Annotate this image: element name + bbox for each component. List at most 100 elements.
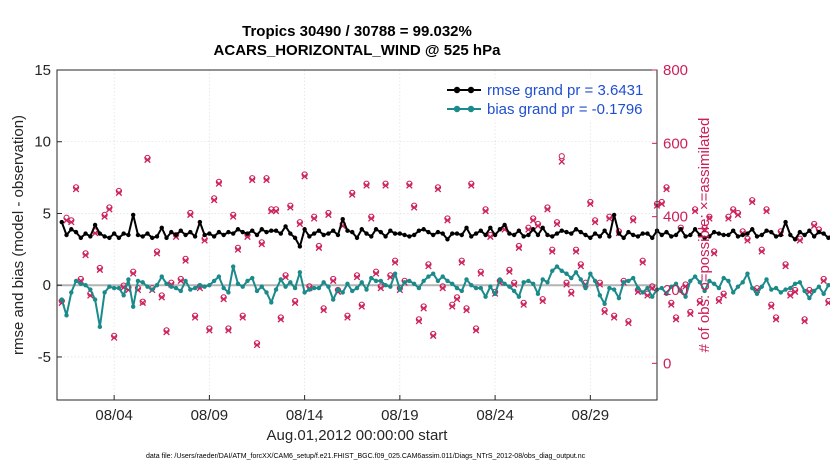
obs-assimilated-point	[358, 303, 366, 310]
x-tick-label: 08/09	[191, 407, 229, 424]
rmse-point	[583, 232, 588, 238]
rmse-point	[530, 227, 536, 232]
bias-point	[711, 281, 717, 286]
rmse-point	[426, 229, 431, 235]
obs-assimilated-point	[791, 288, 799, 296]
bias-point	[521, 280, 526, 285]
obs-assimilated-point	[563, 281, 570, 288]
rmse-point	[383, 234, 388, 239]
bias-point	[450, 281, 455, 286]
x-tick-label: 08/24	[476, 407, 514, 424]
obs-assimilated-point	[801, 317, 808, 325]
obs-assimilated-point	[382, 182, 389, 189]
rmse-point	[316, 228, 322, 233]
legend-box	[440, 78, 652, 120]
bias-point	[169, 284, 174, 289]
y2-tick-label: 0	[663, 355, 671, 372]
obs-assimilated-point	[82, 251, 89, 259]
bias-point	[702, 288, 707, 294]
obs-assimilated-point	[372, 270, 380, 277]
rmse-point	[364, 231, 369, 236]
bias-point	[130, 304, 136, 309]
obs-assimilated-point	[544, 206, 551, 213]
rmse-point	[254, 232, 260, 238]
obs-assimilated-point	[734, 211, 742, 219]
obs-assimilated-point	[768, 303, 775, 310]
bias-point	[773, 285, 779, 291]
obs-assimilated-point	[782, 262, 789, 270]
bias-point	[216, 274, 222, 279]
bias-point	[78, 281, 84, 286]
obs-assimilated-point	[772, 316, 780, 323]
rmse-point	[607, 234, 612, 239]
bias-point	[688, 278, 693, 284]
obs-assimilated-point	[577, 262, 585, 270]
obs-assimilated-point	[672, 316, 680, 323]
obs-assimilated-point	[344, 314, 351, 321]
obs-assimilated-point	[282, 273, 289, 281]
x-axis-label: Aug.01,2012 00:00:00 start	[267, 427, 449, 444]
rmse-point	[88, 234, 93, 239]
bias-point	[230, 264, 236, 269]
obs-assimilated-point	[115, 189, 123, 197]
obs-assimilated-point	[468, 182, 475, 189]
obs-assimilated-point	[515, 244, 523, 252]
obs-assimilated-point	[596, 281, 604, 288]
rmse-point	[669, 234, 674, 239]
obs-assimilated-point	[191, 314, 199, 321]
bias-point	[107, 284, 112, 289]
bias-point	[507, 284, 512, 289]
rmse-point	[150, 235, 155, 241]
rmse-point	[502, 222, 507, 228]
obs-assimilated-point	[572, 248, 580, 255]
y-tick-label: 15	[34, 62, 51, 79]
bias-point	[673, 281, 679, 286]
obs-assimilated-point	[391, 259, 399, 266]
rmse-point	[559, 228, 564, 233]
bias-point	[373, 278, 379, 284]
rmse-point	[635, 234, 641, 239]
rmse-point	[121, 231, 126, 236]
obs-assimilated-point	[106, 206, 113, 213]
bias-point	[354, 285, 360, 291]
rmse-point	[564, 229, 569, 235]
bias-point	[659, 285, 664, 291]
rmse-point	[340, 217, 345, 222]
bias-point	[264, 290, 269, 295]
bias-point	[369, 275, 374, 281]
obs-assimilated-point	[796, 237, 804, 244]
bias-point	[692, 274, 698, 279]
legend-rmse-marker	[467, 86, 475, 94]
rmse-point	[240, 229, 245, 235]
rmse-point	[740, 232, 745, 238]
rmse-point	[721, 232, 726, 238]
obs-assimilated-point	[644, 292, 651, 299]
obs-assimilated-point	[110, 334, 118, 341]
obs-assimilated-point	[744, 237, 751, 244]
obs-possible-point	[139, 298, 146, 305]
obs-assimilated-point	[287, 204, 294, 211]
rmse-point	[540, 225, 545, 231]
rmse-point	[78, 235, 84, 241]
rmse-point	[411, 232, 417, 238]
obs-assimilated-point	[225, 327, 232, 334]
obs-assimilated-point	[253, 341, 261, 349]
rmse-point	[278, 231, 284, 236]
bias-point	[269, 300, 274, 305]
rmse-point	[445, 237, 450, 242]
bias-point	[645, 285, 650, 291]
rmse-point	[135, 232, 141, 238]
bias-point	[445, 278, 450, 284]
rmse-point	[807, 228, 812, 233]
rmse-point	[688, 232, 693, 238]
y2-tick-label: 400	[663, 209, 688, 226]
rmse-point	[621, 235, 626, 241]
rmse-point	[178, 228, 184, 233]
y-tick-label: 5	[43, 205, 51, 222]
rmse-point	[602, 228, 607, 233]
rmse-point	[111, 231, 117, 236]
bias-point	[535, 291, 541, 297]
rmse-point	[173, 232, 179, 238]
obs-count-series	[58, 153, 830, 349]
bias-point	[616, 295, 622, 301]
